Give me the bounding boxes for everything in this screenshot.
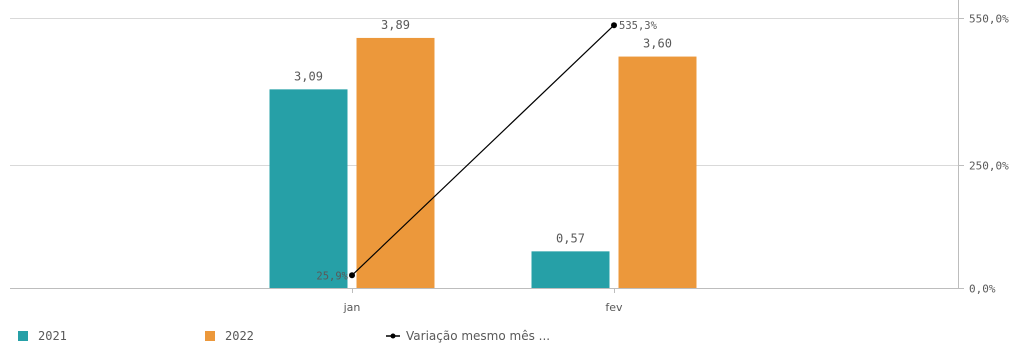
legend-item-2[interactable]: 2022 — [205, 329, 254, 343]
legend-item-1[interactable]: 2021 — [18, 329, 67, 343]
right-axis-tick-label: 250,0% — [969, 160, 1009, 173]
legend-item-3[interactable]: Variação mesmo mês ... — [386, 329, 550, 343]
category-label-fev: fev — [605, 301, 623, 314]
legend-swatch — [18, 331, 28, 341]
line-series-variacao — [351, 24, 615, 276]
bar-2022-jan[interactable] — [356, 37, 435, 288]
legend-label: 2021 — [38, 329, 67, 343]
line-value-label: 25,9% — [316, 270, 348, 282]
bar-value-label: 0,57 — [556, 231, 585, 245]
category-label-jan: jan — [343, 301, 361, 314]
line-value-label: 535,3% — [619, 20, 658, 32]
legend-label: Variação mesmo mês ... — [406, 329, 550, 343]
bar-value-label: 3,89 — [381, 18, 410, 32]
legend-label: 2022 — [225, 329, 254, 343]
bar-value-label: 3,09 — [294, 69, 323, 83]
legend-point-swatch — [390, 333, 396, 339]
right-axis-tick-label: 550,0% — [969, 13, 1009, 26]
line-point[interactable] — [349, 272, 355, 279]
bar-2021-fev[interactable] — [531, 251, 610, 288]
bar-2021-jan[interactable] — [269, 89, 348, 288]
line-point[interactable] — [611, 22, 617, 29]
legend-swatch — [205, 331, 215, 341]
right-axis-tick-label: 0,0% — [969, 283, 996, 296]
bar-value-label: 3,60 — [643, 37, 672, 51]
bar-2022-fev[interactable] — [618, 56, 697, 289]
